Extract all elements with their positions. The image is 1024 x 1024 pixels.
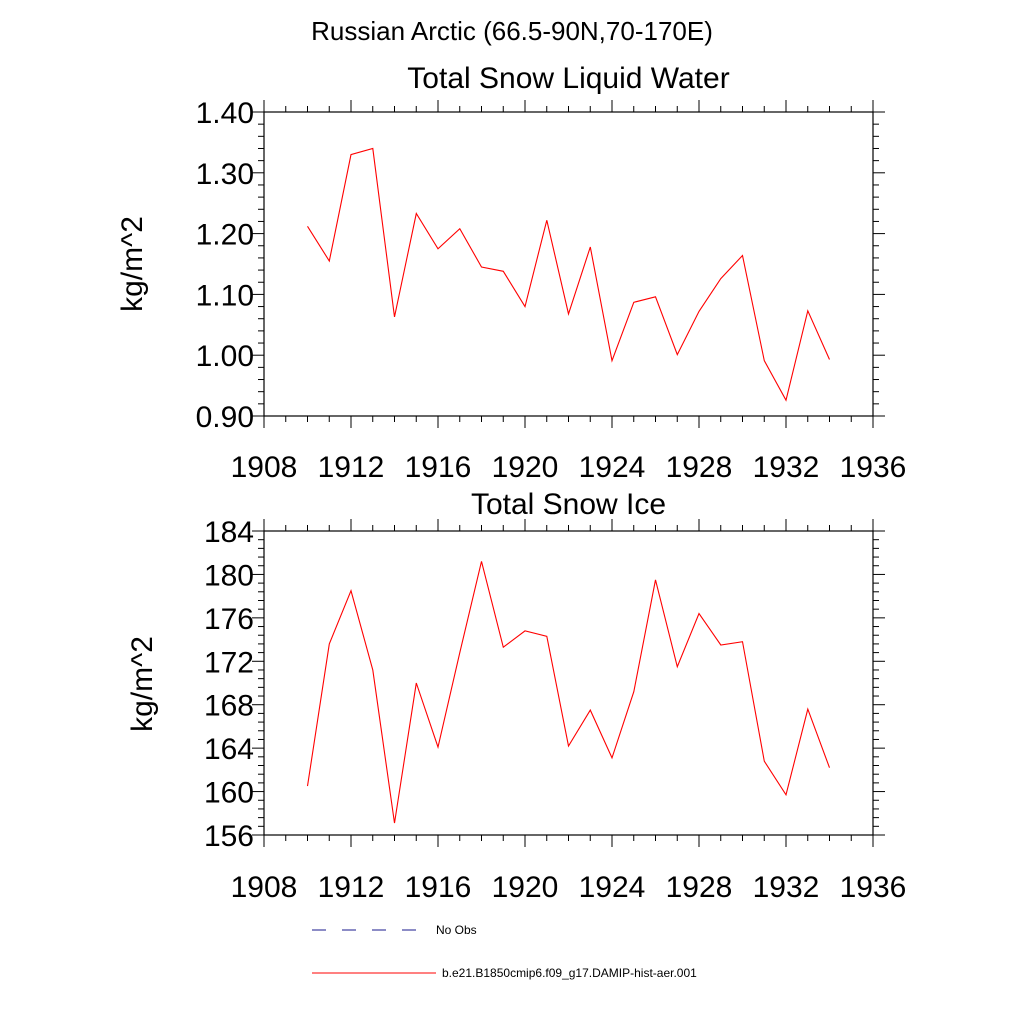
- x-tick-label: 1932: [753, 451, 820, 484]
- y-tick-label: 160: [204, 777, 254, 810]
- plot-frame: [263, 530, 874, 836]
- x-tick-label: 1932: [753, 871, 820, 904]
- legend-label-obs: No Obs: [436, 923, 477, 937]
- y-axis-label: kg/m^2: [116, 216, 149, 312]
- y-tick-label: 176: [204, 603, 254, 636]
- x-tick-label: 1928: [666, 451, 733, 484]
- y-tick-label: 168: [204, 690, 254, 723]
- y-tick-label: 184: [204, 516, 254, 549]
- legend-label-model: b.e21.B1850cmip6.f09_g17.DAMIP-hist-aer.…: [442, 966, 697, 980]
- series-line-model: [307, 147, 831, 402]
- plot-title: Total Snow Ice: [471, 488, 666, 521]
- y-tick-label: 1.30: [196, 158, 254, 191]
- y-tick-label: 164: [204, 733, 254, 766]
- chart-panel-snow-ice: Total Snow Ice 1908 1912 1916 1920 1924 1928 19…: [126, 488, 906, 904]
- plot-title: Total Snow Liquid Water: [407, 62, 729, 95]
- plot-frame: [263, 111, 874, 417]
- y-tick-label: 1.10: [196, 279, 254, 312]
- x-tick-label: 1924: [579, 871, 646, 904]
- x-tick-label: 1920: [492, 871, 559, 904]
- x-tick-label: 1908: [231, 871, 298, 904]
- y-tick-label: 1.20: [196, 219, 254, 252]
- y-axis-label: kg/m^2: [126, 636, 159, 732]
- legend: No Obs b.e21.B1850cmip6.f09_g17.DAMIP-his…: [312, 923, 697, 980]
- series-line-model: [306, 561, 831, 824]
- x-tick-label: 1936: [840, 871, 907, 904]
- y-tick-label: 156: [204, 820, 254, 853]
- x-tick-label: 1912: [318, 871, 385, 904]
- x-tick-label: 1912: [318, 451, 385, 484]
- chart-panel-snow-liquid-water: Total Snow Liquid Water 1908 1912 1916 1920 1…: [116, 62, 906, 484]
- y-tick-label: 1.40: [196, 97, 254, 130]
- page-title-text: Russian Arctic (66.5-90N,70-170E): [311, 16, 713, 46]
- y-tick-label: 172: [204, 646, 254, 679]
- y-tick-label: 1.00: [196, 340, 254, 373]
- y-tick-label: 180: [204, 559, 254, 592]
- x-tick-label: 1920: [492, 451, 559, 484]
- page-title: Russian Arctic (66.5-90N,70-170E): [0, 16, 1024, 47]
- x-tick-label: 1924: [579, 451, 646, 484]
- x-tick-label: 1928: [666, 871, 733, 904]
- y-tick-label: 0.90: [196, 401, 254, 434]
- x-tick-label: 1908: [231, 451, 298, 484]
- x-tick-label: 1916: [405, 871, 472, 904]
- x-tick-label: 1916: [405, 451, 472, 484]
- x-tick-label: 1936: [840, 451, 907, 484]
